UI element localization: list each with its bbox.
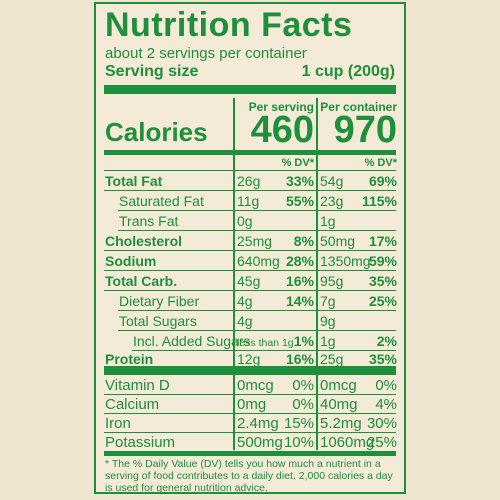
serving-size-value: 1 cup (200g) [301, 63, 395, 80]
container-daily-value: 35% [368, 273, 397, 289]
container-daily-value: 30% [366, 415, 397, 432]
container-daily-value: 69% [368, 173, 397, 189]
thick-divider-bottom [104, 451, 396, 456]
container-daily-value: 35% [368, 351, 397, 367]
serving-amount: 0mg [237, 396, 267, 413]
container-amount: 0mcg [320, 377, 357, 394]
serving-amount: 0g [237, 213, 253, 229]
per-container-header: Per container [320, 100, 397, 114]
serving-daily-value: 15% [283, 415, 314, 432]
container-daily-value: 0% [375, 377, 397, 394]
container-amount: 1350mg [320, 253, 371, 269]
column-divider-left [233, 98, 235, 450]
per-serving-header: Per serving [248, 100, 314, 114]
nutrient-name: Vitamin D [105, 377, 170, 394]
calories-per-container: 970 [333, 109, 397, 151]
serving-amount: less than 1g [237, 337, 294, 349]
dv-header-serving: % DV* [281, 157, 314, 169]
serving-amount: 500mg [237, 434, 283, 451]
serving-amount: 45g [237, 273, 261, 289]
nutrient-name: Total Fat [105, 173, 163, 189]
serving-daily-value: 10% [283, 434, 314, 451]
row-divider [118, 210, 396, 211]
serving-daily-value: 33% [285, 173, 314, 189]
nutrient-name: Total Carb. [105, 273, 178, 289]
panel-title: Nutrition Facts [105, 6, 353, 44]
nutrient-name: Iron [105, 415, 131, 432]
row-divider [104, 413, 396, 414]
nutrient-name: Dietary Fiber [119, 293, 200, 309]
row-divider [118, 310, 396, 311]
serving-daily-value: 28% [285, 253, 314, 269]
nutrient-name: Protein [105, 351, 154, 367]
serving-amount: 25mg [237, 233, 273, 249]
dv-header-container: % DV* [364, 157, 397, 169]
container-daily-value: 25% [366, 434, 397, 451]
container-amount: 1g [320, 213, 336, 229]
thick-divider-top [104, 85, 396, 94]
dv-header-divider [104, 170, 396, 171]
serving-amount: 2.4mg [237, 415, 279, 432]
container-amount: 95g [320, 273, 344, 289]
nutrition-facts-panel: Nutrition Facts about 2 servings per con… [94, 2, 406, 494]
serving-amount: 640mg [237, 253, 280, 269]
serving-daily-value: 8% [293, 233, 314, 249]
serving-daily-value: 0% [292, 377, 314, 394]
nutrient-name: Cholesterol [105, 233, 183, 249]
serving-amount: 12g [237, 351, 261, 367]
container-amount: 50mg [320, 233, 356, 249]
serving-amount: 11g [237, 193, 260, 209]
row-divider [104, 394, 396, 395]
container-amount: 9g [320, 313, 336, 329]
container-daily-value: 4% [375, 396, 397, 413]
thick-divider-calories [104, 150, 396, 155]
daily-value-footnote: * The % Daily Value (DV) tells you how m… [105, 458, 393, 494]
nutrient-name: Sodium [105, 253, 157, 269]
serving-amount: 4g [237, 313, 253, 329]
row-divider [104, 432, 396, 433]
row-divider [104, 270, 396, 271]
container-daily-value: 17% [368, 233, 397, 249]
container-amount: 40mg [320, 396, 358, 413]
serving-daily-value: 0% [292, 396, 314, 413]
row-divider [104, 290, 396, 291]
serving-size-label: Serving size [105, 63, 199, 80]
container-amount: 23g [320, 193, 344, 209]
row-divider [104, 250, 396, 251]
serving-daily-value: 16% [285, 273, 314, 289]
row-divider [104, 190, 396, 191]
serving-daily-value: 14% [285, 293, 314, 309]
serving-amount: 0mcg [237, 377, 274, 394]
row-divider [132, 350, 396, 351]
nutrient-name: Trans Fat [119, 213, 179, 229]
container-amount: 25g [320, 351, 344, 367]
nutrient-name: Saturated Fat [119, 193, 204, 209]
container-amount: 54g [320, 173, 344, 189]
container-amount: 1060mg [320, 434, 375, 451]
container-daily-value: 2% [376, 333, 397, 349]
thick-divider-vitamins [104, 366, 396, 375]
container-amount: 7g [320, 293, 336, 309]
container-daily-value: 25% [368, 293, 397, 309]
container-amount: 5.2mg [320, 415, 362, 432]
row-divider [118, 230, 396, 231]
row-divider [118, 330, 396, 331]
container-daily-value: 115% [361, 193, 397, 209]
serving-daily-value: 1% [293, 333, 314, 349]
servings-per-container: about 2 servings per container [105, 45, 307, 62]
container-daily-value: 59% [368, 253, 397, 269]
nutrient-name: Incl. Added Sugars [133, 333, 251, 349]
nutrient-name: Potassium [105, 434, 176, 451]
calories-per-serving: 460 [250, 109, 314, 151]
container-amount: 1g [320, 333, 336, 349]
serving-daily-value: 55% [285, 193, 314, 209]
serving-daily-value: 16% [285, 351, 314, 367]
nutrient-name: Calcium [105, 396, 160, 413]
serving-amount: 4g [237, 293, 253, 309]
calories-label: Calories [105, 117, 208, 147]
nutrient-name: Total Sugars [119, 313, 197, 329]
serving-amount: 26g [237, 173, 261, 189]
column-divider-right [316, 98, 318, 450]
